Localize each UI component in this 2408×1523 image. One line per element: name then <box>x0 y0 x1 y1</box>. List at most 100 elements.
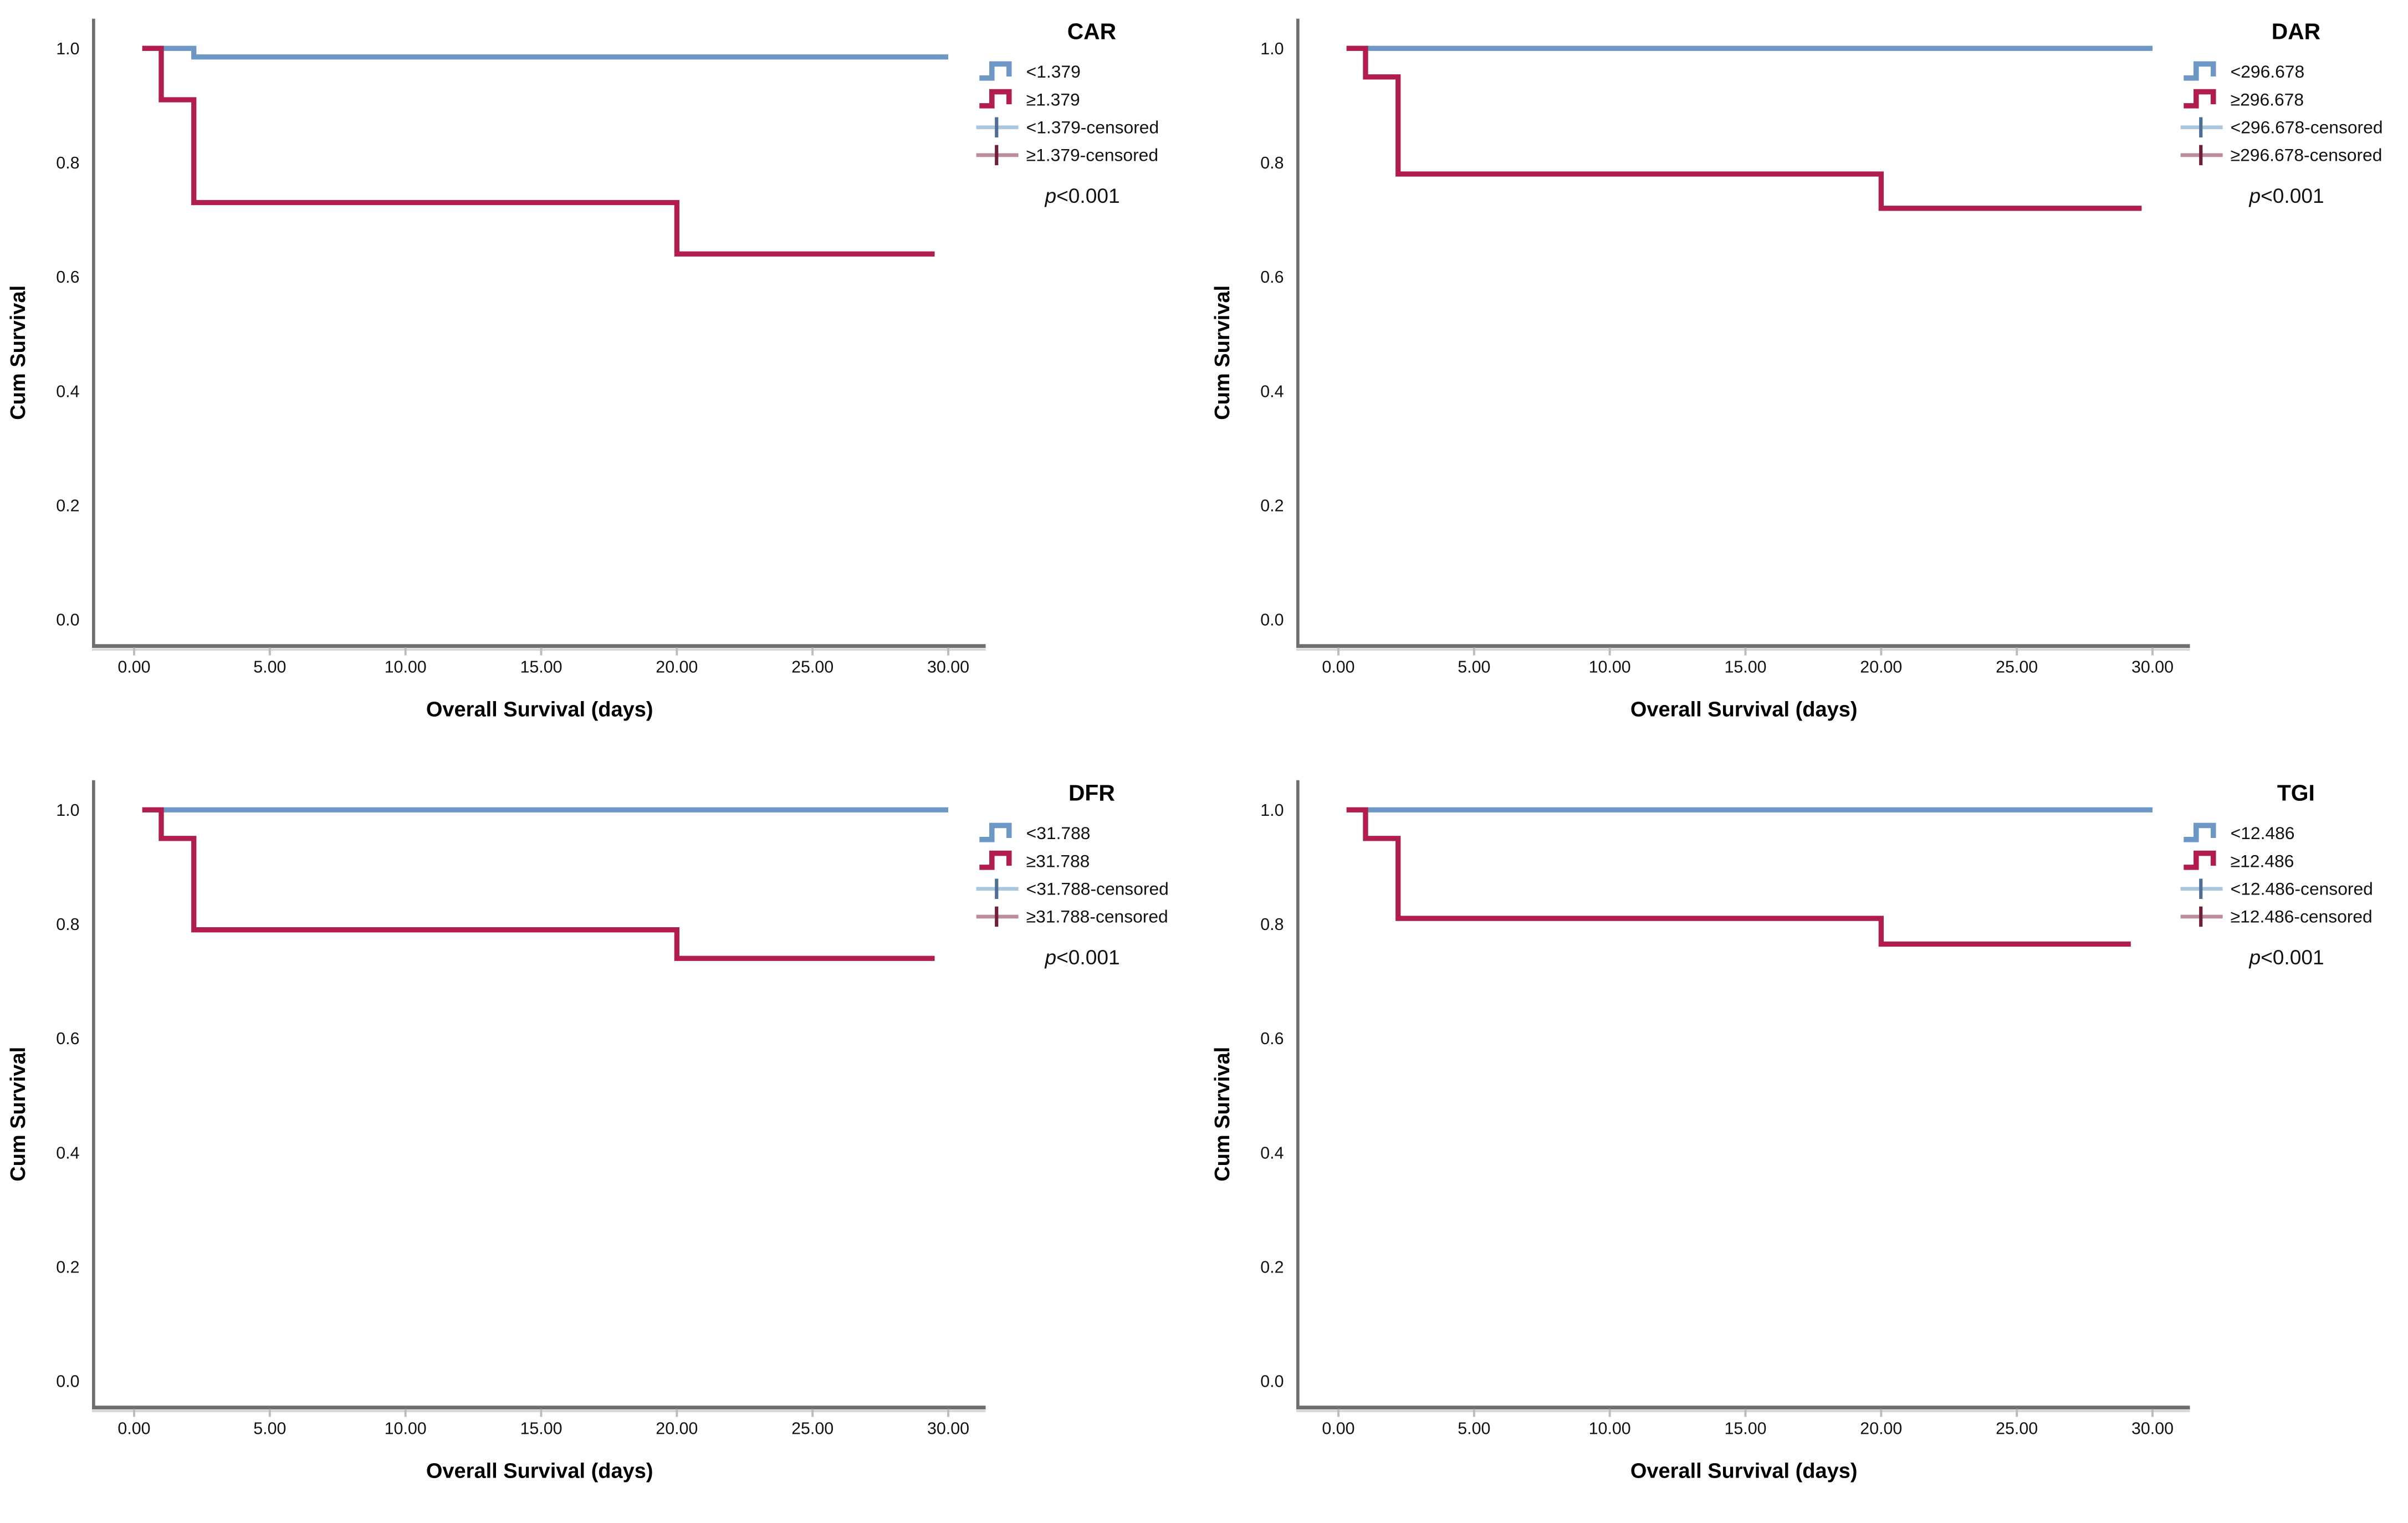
y-tick-label: 0.6 <box>1260 1029 1284 1048</box>
km-chart-tgi: 0.00 5.00 10.00 15.00 20.00 25.00 30.000.00.20… <box>1211 780 2373 1483</box>
legend-item-label: <296.678-censored <box>2230 117 2383 137</box>
x-tick-label: 10.00 <box>1588 1419 1630 1438</box>
legend-item-label: ≥1.379 <box>1026 89 1080 109</box>
x-tick-label: 25.00 <box>791 1419 834 1438</box>
y-tick-label: 0.4 <box>56 382 79 401</box>
y-tick-label: 0.6 <box>56 1029 79 1048</box>
legend-title: CAR <box>1067 18 1116 44</box>
y-tick-label: 1.0 <box>1260 39 1284 58</box>
legend-item-label: <1.379 <box>1026 62 1081 81</box>
legend-step-swatch <box>979 89 1012 109</box>
curve-above-threshold <box>1346 807 2131 947</box>
curves <box>1346 807 2153 947</box>
curve-above-threshold <box>142 45 935 257</box>
legend-item: <12.486 <box>2183 822 2294 843</box>
y-tick-label: 0.0 <box>56 1372 79 1391</box>
y-axis-title: Cum Survival <box>1211 285 1234 420</box>
x-tick-label: 20.00 <box>1860 658 1902 677</box>
x-axis-title: Overall Survival (days) <box>1630 698 1857 721</box>
x-tick-label: 25.00 <box>1996 1419 2038 1438</box>
x-axis-ticks: 0.00 5.00 10.00 15.00 20.00 25.00 30.00 <box>117 1409 969 1438</box>
legend-item-label: <296.678 <box>2230 62 2304 81</box>
x-tick-label: 20.00 <box>656 1419 698 1438</box>
p-value-annotation: p<0.001 <box>1044 946 1119 969</box>
legend-item-label: ≥1.379-censored <box>1026 145 1158 165</box>
legend-item: ≥12.486-censored <box>2180 907 2372 927</box>
legend: DAR <296.678 ≥296.678 <296.678-censored ≥296… <box>2180 18 2383 166</box>
x-tick-label: 15.00 <box>1724 1419 1766 1438</box>
y-tick-label: 0.8 <box>1260 915 1284 934</box>
legend-item-label: ≥296.678-censored <box>2230 145 2382 165</box>
panel-tgi: 0.00 5.00 10.00 15.00 20.00 25.00 30.00 0.0 0.2 0… <box>1204 762 2408 1523</box>
y-axis-ticks: 0.0 0.2 0.4 0.6 0.8 1.0 <box>1260 801 1284 1391</box>
y-tick-label: 0.8 <box>56 915 79 934</box>
x-tick-label: 5.00 <box>253 1419 286 1438</box>
legend-step-swatch <box>979 61 1012 81</box>
curves <box>1346 45 2153 211</box>
x-tick-label: 5.00 <box>1458 1419 1490 1438</box>
x-tick-label: 5.00 <box>1458 658 1490 677</box>
legend-item-label: <1.379-censored <box>1026 117 1159 137</box>
x-tick-label: 20.00 <box>656 658 698 677</box>
legend-item: ≥12.486 <box>2183 850 2294 871</box>
x-tick-label: 0.00 <box>1322 1419 1354 1438</box>
legend-step-swatch <box>2183 61 2216 81</box>
curve-above-threshold <box>142 807 935 961</box>
y-tick-label: 0.4 <box>1260 1143 1284 1162</box>
legend-item: <1.379-censored <box>976 117 1159 138</box>
km-chart-dfr: 0.00 5.00 10.00 15.00 20.00 25.00 30.000.00.20… <box>7 780 1169 1483</box>
p-value-annotation: p<0.001 <box>2248 946 2324 969</box>
y-tick-label: 0.2 <box>56 1258 79 1276</box>
y-tick-label: 0.0 <box>1260 1372 1284 1391</box>
legend-item-label: ≥31.788 <box>1026 851 1090 871</box>
y-tick-label: 0.6 <box>56 268 79 287</box>
x-axis-title: Overall Survival (days) <box>1630 1459 1857 1483</box>
legend-item: <31.788 <box>979 822 1090 843</box>
x-tick-label: 5.00 <box>253 658 286 677</box>
x-tick-label: 30.00 <box>927 1419 969 1438</box>
x-tick-label: 10.00 <box>385 658 427 677</box>
y-axis-title: Cum Survival <box>7 285 30 420</box>
x-tick-label: 15.00 <box>520 658 562 677</box>
y-tick-label: 0.2 <box>1260 496 1284 515</box>
legend-step-swatch <box>2183 89 2216 109</box>
curve-below-threshold <box>142 45 948 60</box>
x-tick-label: 20.00 <box>1860 1419 1902 1438</box>
legend: DFR <31.788 ≥31.788 <31.788-censored ≥31.788… <box>976 780 1169 927</box>
p-value-annotation: p<0.001 <box>1044 184 1119 207</box>
x-tick-label: 30.00 <box>927 658 969 677</box>
x-tick-label: 0.00 <box>117 1419 150 1438</box>
legend: TGI <12.486 ≥12.486 <12.486-censored ≥12.486… <box>2180 780 2373 927</box>
y-tick-label: 0.6 <box>1260 268 1284 287</box>
legend-title: TGI <box>2277 780 2314 805</box>
y-axis-title: Cum Survival <box>1211 1047 1234 1182</box>
legend-item: <296.678 <box>2183 61 2304 81</box>
legend-item-label: ≥31.788-censored <box>1026 907 1168 927</box>
legend-item: ≥1.379 <box>979 89 1080 109</box>
x-axis-title: Overall Survival (days) <box>426 1459 653 1483</box>
legend-item-label: ≥12.486-censored <box>2230 907 2372 927</box>
curve-above-threshold <box>1346 45 2141 211</box>
x-tick-label: 0.00 <box>117 658 150 677</box>
y-tick-label: 0.2 <box>1260 1258 1284 1276</box>
curves <box>142 45 948 257</box>
y-axis-ticks: 0.0 0.2 0.4 0.6 0.8 1.0 <box>56 801 79 1391</box>
legend-step-swatch <box>2183 850 2216 870</box>
y-tick-label: 1.0 <box>1260 801 1284 820</box>
x-tick-label: 10.00 <box>385 1419 427 1438</box>
legend-item: ≥296.678 <box>2183 89 2304 109</box>
y-axis-ticks: 0.0 0.2 0.4 0.6 0.8 1.0 <box>1260 39 1284 630</box>
x-axis-ticks: 0.00 5.00 10.00 15.00 20.00 25.00 30.00 <box>117 647 969 677</box>
legend-item: <296.678-censored <box>2180 117 2383 138</box>
legend-item-label: ≥12.486 <box>2230 851 2294 871</box>
axes <box>1296 18 2190 651</box>
legend-item: <12.486-censored <box>2180 878 2373 900</box>
y-tick-label: 1.0 <box>56 39 79 58</box>
km-chart-dar: 0.00 5.00 10.00 15.00 20.00 25.00 30.000.00.20… <box>1211 18 2383 721</box>
x-tick-label: 30.00 <box>2131 1419 2173 1438</box>
axes <box>92 18 986 651</box>
legend-item: ≥1.379-censored <box>976 145 1158 166</box>
panel-dar: 0.00 5.00 10.00 15.00 20.00 25.00 30.00 0.0 0.2 0… <box>1204 0 2408 762</box>
legend-item-label: <31.788-censored <box>1026 878 1169 898</box>
